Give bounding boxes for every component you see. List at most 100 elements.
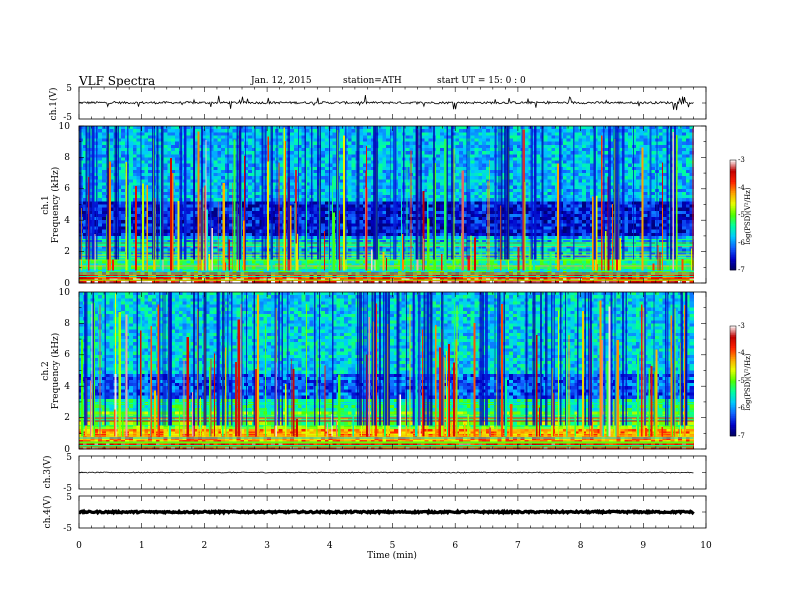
spectrogram-cell (271, 251, 276, 256)
spectrogram-cell (148, 254, 153, 259)
spectrogram-cell (470, 207, 475, 212)
spectrogram-cell (205, 135, 210, 139)
spectrogram-cell (217, 220, 222, 224)
spectrogram-cell (482, 132, 487, 136)
spectrogram-cell (405, 280, 410, 284)
spectrogram-cell (224, 207, 230, 212)
spectrogram-cell (409, 132, 414, 136)
spectrogram-cell (98, 229, 103, 234)
spectrogram-cell (136, 207, 141, 212)
spectrogram-cell (313, 226, 318, 230)
spectrogram-cell (82, 223, 87, 227)
spectrogram-cell (501, 235, 506, 240)
spectrogram-cell (121, 239, 126, 243)
spectrogram-cell (413, 207, 418, 212)
spectrogram-cell (148, 217, 153, 221)
spectrogram-cell (378, 280, 383, 284)
spectrogram-cell (390, 201, 395, 205)
spectrogram-cell (313, 217, 318, 221)
spectrogram-cell (136, 245, 141, 249)
spectrogram-cell (689, 210, 694, 215)
spectrogram-cell (332, 204, 337, 208)
spectrogram-cell (194, 263, 199, 267)
spectrogram-cell (251, 245, 256, 249)
spectrogram-cell (228, 229, 233, 234)
spectrogram-cell (205, 263, 210, 267)
spectrogram-cell (359, 217, 364, 221)
spectrogram-cell (643, 235, 648, 240)
spectrogram-cell (474, 204, 479, 208)
spectrogram-cell (628, 135, 633, 139)
spectrogram-cell (578, 213, 583, 218)
spectrogram-cell (370, 251, 376, 256)
spectrogram-cell (167, 220, 172, 224)
spectrogram-cell (217, 260, 222, 264)
spectrogram-cell (662, 223, 667, 227)
spectrogram-cell (397, 280, 402, 284)
spectrogram-cell (678, 254, 683, 259)
spectrogram-cell (378, 245, 383, 249)
spectrogram-cell (489, 135, 495, 139)
spectrogram-cell (109, 135, 114, 139)
spectrogram-cell (516, 217, 521, 221)
spectrogram-cell (236, 235, 241, 240)
spectrogram-cell (539, 260, 544, 264)
spectrogram-cell (328, 204, 333, 208)
spectrogram-cell (386, 226, 391, 230)
spectrogram-cell (393, 260, 399, 264)
spectrogram-cell (297, 235, 303, 240)
spectrogram-cell (474, 132, 479, 136)
spectrogram-cell (148, 129, 153, 133)
spectrogram-cell (386, 135, 391, 139)
spectrogram-cell (213, 210, 218, 215)
spectrogram-cell (413, 204, 418, 208)
spectrogram-cell (551, 126, 556, 130)
spectrogram-cell (574, 132, 579, 136)
spectrogram-cell (347, 217, 352, 221)
spectrogram-cell (455, 248, 460, 252)
spectrogram-cell (651, 251, 656, 256)
spectrogram-cell (367, 217, 372, 221)
spectrogram-cell (155, 260, 160, 264)
spectrogram-cell (121, 235, 126, 240)
spectrogram-cell (570, 254, 575, 259)
spectrogram-cell (470, 251, 475, 256)
spectrogram-cell (524, 254, 529, 259)
spectrogram-cell (512, 135, 518, 139)
spectrogram-cell (436, 235, 441, 240)
spectrogram-cell (635, 280, 640, 284)
spectrogram-cell (501, 245, 506, 249)
spectrogram-cell (136, 126, 141, 130)
spectrogram-cell (201, 248, 207, 252)
spectrogram-cell (470, 204, 475, 208)
spectrogram-cell (209, 210, 214, 215)
spectrogram-cell (447, 210, 452, 215)
spectrogram-cell (201, 260, 207, 264)
spectrogram-cell (666, 217, 671, 221)
spectrogram-cell (378, 135, 383, 139)
spectrogram-cell (516, 223, 521, 227)
spectrogram-cell (635, 254, 640, 259)
spectrogram-cell (555, 280, 560, 284)
spectrogram-cell (247, 235, 253, 240)
spectrogram-cell (662, 229, 667, 234)
spectrogram-cell (512, 280, 518, 284)
spectrogram-cell (409, 263, 414, 267)
spectrogram-cell (136, 201, 141, 205)
spectrogram-cell (478, 132, 483, 136)
spectrogram-cell (320, 220, 326, 224)
spectrogram-cell (628, 248, 633, 252)
spectrogram-cell (566, 132, 571, 136)
spectrogram-cell (478, 207, 483, 212)
spectrogram-cell (666, 245, 671, 249)
spectrogram-cell (455, 280, 460, 284)
spectrogram-cell (251, 201, 256, 205)
spectrogram-cell (589, 204, 594, 208)
spectrogram-cell (447, 251, 452, 256)
spectrogram-cell (424, 210, 429, 215)
spectrogram-cell (201, 235, 207, 240)
spectrogram-cell (405, 204, 410, 208)
spectrogram-cell (409, 223, 414, 227)
spectrogram-cell (578, 254, 583, 259)
spectrogram-cell (489, 204, 495, 208)
